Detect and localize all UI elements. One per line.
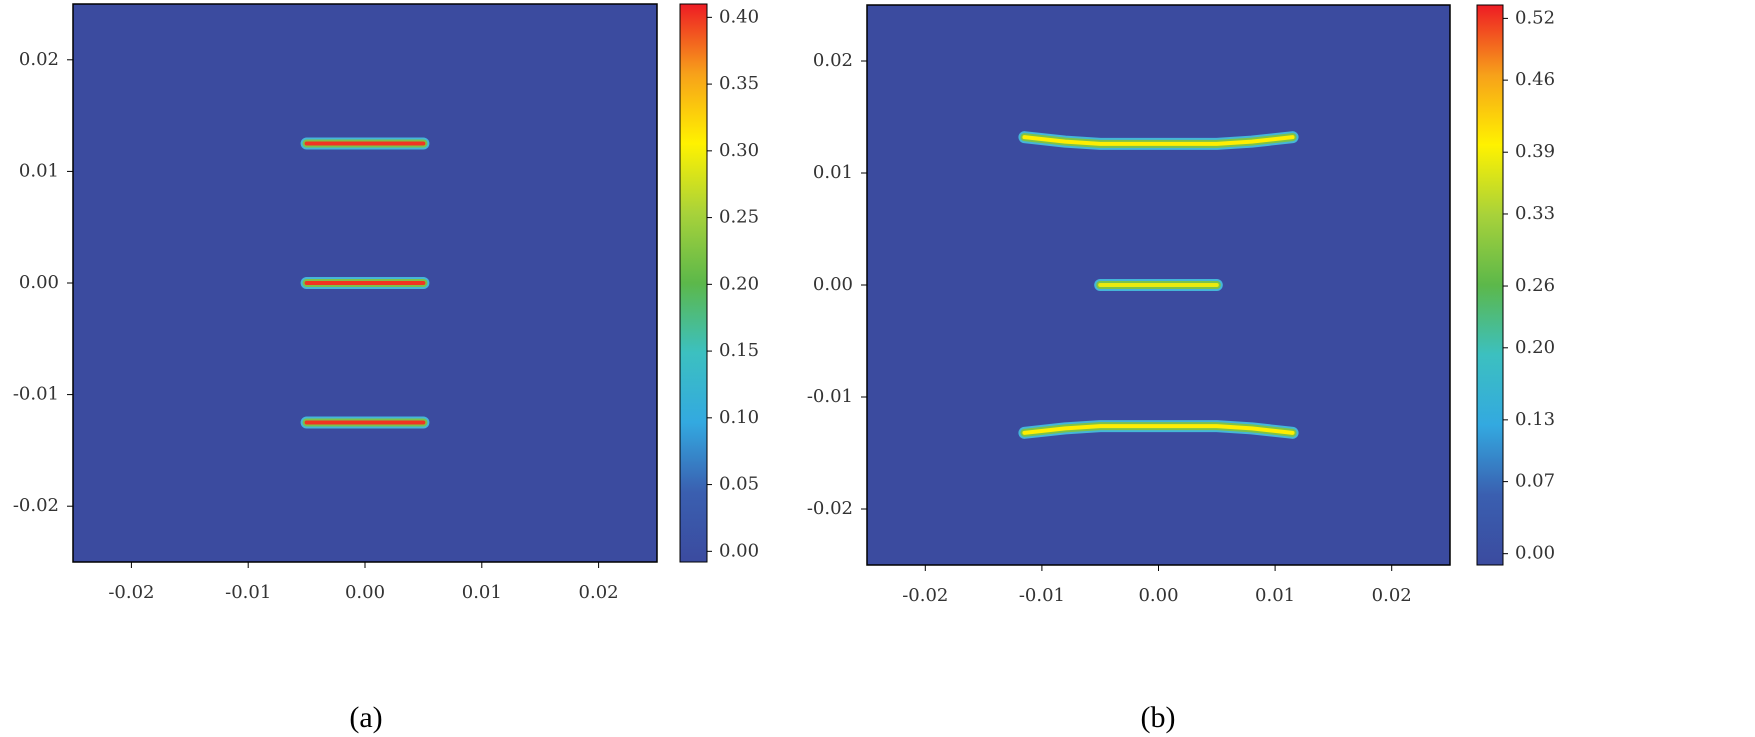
y-tick-label: 0.00 xyxy=(813,274,853,295)
y-tick-label: 0.00 xyxy=(19,272,59,293)
y-tick-label: -0.02 xyxy=(13,495,59,516)
panel-caption: (b) xyxy=(1141,701,1176,734)
x-tick-label: 0.00 xyxy=(1138,585,1178,606)
colorbar-tick-label: 0.05 xyxy=(719,474,759,495)
y-tick-label: 0.01 xyxy=(19,160,59,181)
y-tick-label: 0.02 xyxy=(19,49,59,70)
colorbar-tick-label: 0.20 xyxy=(719,273,759,294)
colorbar xyxy=(679,3,708,563)
x-tick-label: 0.01 xyxy=(1255,585,1295,606)
colorbar-tick-label: 0.33 xyxy=(1515,203,1555,224)
colorbar xyxy=(1476,4,1504,566)
colorbar-tick-label: 0.46 xyxy=(1515,69,1555,90)
colorbar-tick-label: 0.30 xyxy=(719,140,759,161)
x-tick-label: 0.01 xyxy=(462,582,502,603)
y-tick-label: -0.01 xyxy=(13,384,59,405)
colorbar-tick-label: 0.15 xyxy=(719,340,759,361)
crack-core xyxy=(1022,135,1295,146)
colorbar-tick-label: 0.00 xyxy=(719,540,759,561)
colorbar-tick-label: 0.26 xyxy=(1515,275,1555,296)
y-tick-label: 0.01 xyxy=(813,162,853,183)
colorbar-tick-label: 0.00 xyxy=(1515,543,1555,564)
panel-caption: (a) xyxy=(349,701,382,734)
colorbar-tick-label: 0.40 xyxy=(719,6,759,27)
colorbar-tick-label: 0.13 xyxy=(1515,409,1555,430)
colorbar-tick-label: 0.10 xyxy=(719,407,759,428)
x-tick-label: -0.01 xyxy=(225,582,271,603)
y-tick-label: 0.02 xyxy=(813,50,853,71)
x-tick-label: 0.02 xyxy=(1372,585,1412,606)
y-tick-label: -0.01 xyxy=(807,386,853,407)
x-tick-label: -0.02 xyxy=(108,582,154,603)
x-tick-label: 0.02 xyxy=(579,582,619,603)
y-tick-label: -0.02 xyxy=(807,498,853,519)
colorbar-tick-label: 0.39 xyxy=(1515,141,1555,162)
x-tick-label: -0.02 xyxy=(902,585,948,606)
crack-core xyxy=(1022,424,1295,435)
colorbar-tick-label: 0.20 xyxy=(1515,337,1555,358)
colorbar-tick-label: 0.35 xyxy=(719,73,759,94)
x-tick-label: -0.01 xyxy=(1019,585,1065,606)
colorbar-tick-label: 0.25 xyxy=(719,207,759,228)
x-tick-label: 0.00 xyxy=(345,582,385,603)
colorbar-tick-label: 0.52 xyxy=(1515,7,1555,28)
colorbar-tick-label: 0.07 xyxy=(1515,471,1555,492)
